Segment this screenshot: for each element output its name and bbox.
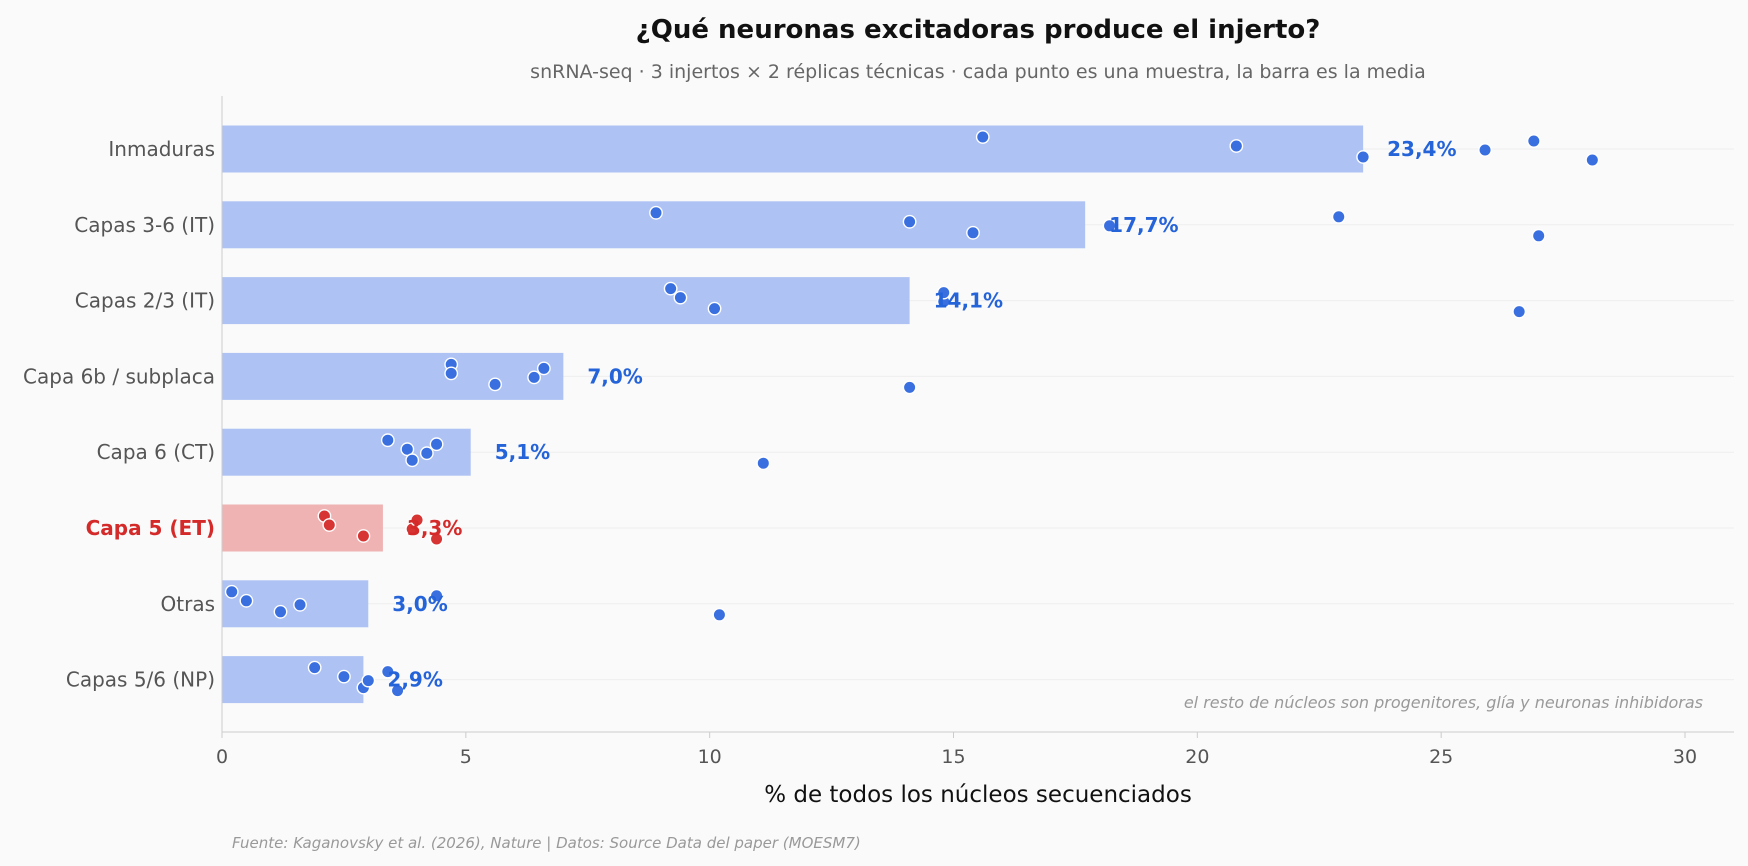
sample-point <box>429 437 444 452</box>
sample-point <box>663 281 678 296</box>
sample-point <box>390 683 405 698</box>
sample-point <box>1102 218 1117 233</box>
sample-point <box>1229 139 1244 153</box>
sample-point <box>419 446 434 461</box>
sample-point <box>936 285 951 300</box>
value-label: 14,1% <box>934 289 1003 313</box>
sample-point <box>712 607 727 622</box>
value-label: 7,0% <box>587 364 642 388</box>
bar-1 <box>222 125 1364 173</box>
x-axis-label: % de todos los núcleos secuenciados <box>764 782 1192 808</box>
axis-layer: 0 5 10 15 20 25 30 Inmaduras Capas 3-6 (IT) Capas… <box>23 96 1734 768</box>
value-label: 17,7% <box>1109 213 1178 237</box>
chart-annotation: el resto de núcleos son progenitores, gl… <box>1184 693 1703 712</box>
sample-point <box>224 584 239 599</box>
value-label: 3,3% <box>407 516 462 540</box>
category-label: Capa 6 (CT) <box>97 440 215 464</box>
sample-point <box>307 660 322 675</box>
value-label-layer: 23,4% 17,7% 14,1% 7,0% 5,1% 3,3% 3,0% 2,9% <box>387 137 1456 692</box>
category-label: Capa 5 (ET) <box>86 516 215 540</box>
sample-point <box>380 664 395 679</box>
x-tick-label: 20 <box>1185 746 1209 768</box>
bar-4 <box>222 352 564 400</box>
sample-point <box>536 361 551 376</box>
sample-point <box>293 597 307 612</box>
point-layer <box>224 130 1600 698</box>
value-label: 5,1% <box>495 440 550 464</box>
category-label: Capas 3-6 (IT) <box>74 213 215 237</box>
bar-3 <box>222 277 910 325</box>
sample-point <box>966 225 980 240</box>
sample-point <box>322 518 337 532</box>
sample-point <box>707 301 722 316</box>
sample-point <box>1478 143 1492 157</box>
sample-point <box>356 529 371 543</box>
sample-point <box>337 669 351 684</box>
category-label: Capa 6b / subplaca <box>23 364 215 388</box>
x-tick-label: 25 <box>1429 746 1453 768</box>
value-label: 23,4% <box>1387 137 1456 161</box>
sample-point <box>1526 134 1541 148</box>
x-tick-label: 15 <box>941 746 965 768</box>
category-label: Inmaduras <box>108 137 215 161</box>
sample-point <box>273 604 288 619</box>
sample-point <box>1512 304 1527 319</box>
sample-point <box>429 532 444 546</box>
sample-point <box>527 370 542 385</box>
sample-point <box>649 205 663 220</box>
sample-point <box>1585 153 1600 167</box>
sample-point <box>239 593 254 608</box>
sample-point <box>410 513 424 527</box>
bar-6 <box>222 504 383 552</box>
chart-title: ¿Qué neuronas excitadoras produce el inj… <box>636 15 1321 45</box>
chart-subtitle: snRNA-seq · 3 injertos × 2 réplicas técn… <box>530 61 1426 83</box>
x-tick-label: 10 <box>698 746 722 768</box>
sample-point <box>902 214 917 229</box>
sample-point <box>1531 228 1546 243</box>
value-label: 2,9% <box>387 668 442 692</box>
sample-point <box>444 366 459 381</box>
sample-point <box>975 130 990 144</box>
sample-point <box>488 377 502 392</box>
x-tick-label: 30 <box>1673 746 1697 768</box>
category-label: Capas 5/6 (NP) <box>66 668 215 692</box>
sample-point <box>673 290 688 305</box>
sample-point <box>380 433 395 448</box>
value-label: 3,0% <box>392 592 447 616</box>
sample-point <box>1356 150 1371 164</box>
category-label: Capas 2/3 (IT) <box>75 289 215 313</box>
sample-point <box>361 673 376 688</box>
x-tick-label: 5 <box>460 746 472 768</box>
x-tick-label: 0 <box>216 746 228 768</box>
sample-point <box>1331 209 1346 224</box>
sample-point <box>405 453 420 468</box>
source-note: Fuente: Kaganovsky et al. (2026), Nature… <box>232 834 861 852</box>
category-label: Otras <box>161 592 215 616</box>
bar-layer <box>222 125 1364 704</box>
sample-point <box>902 380 917 395</box>
sample-point <box>429 588 444 603</box>
sample-point <box>756 456 771 471</box>
